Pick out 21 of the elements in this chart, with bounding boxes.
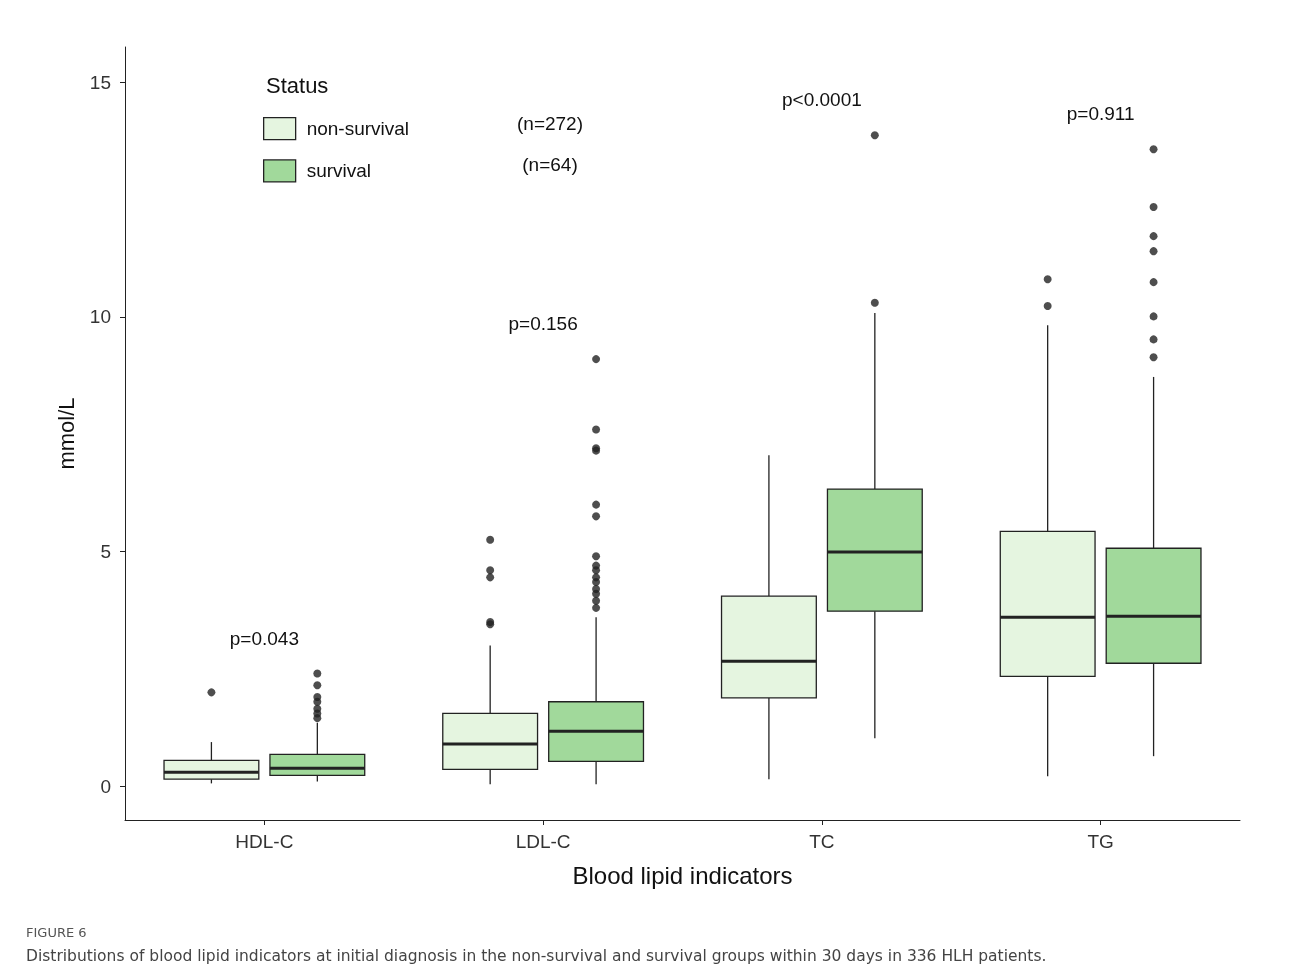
annotation: p=0.043: [229, 627, 299, 649]
legend-title: Status: [266, 72, 329, 98]
legend-label: non-survival: [306, 118, 410, 140]
y-axis-title: mmol/L: [53, 397, 79, 470]
annotation: p=0.911: [1066, 103, 1135, 125]
annotation: (n=64): [522, 153, 578, 175]
annotation: p=0.156: [508, 313, 578, 335]
annotation: (n=272): [516, 112, 584, 134]
x-tick-label: TC: [809, 831, 835, 852]
x-axis-title: Blood lipid indicators: [572, 861, 793, 889]
x-tick-label: LDL-C: [515, 831, 571, 852]
annotation: p<0.0001: [781, 89, 862, 111]
x-tick-label: HDL-C: [235, 831, 294, 852]
caption: FIGURE 6: [26, 925, 87, 940]
x-tick-label: TG: [1087, 831, 1114, 852]
y-tick-label: 5: [100, 541, 111, 563]
y-tick-label: 15: [89, 71, 111, 93]
legend-label: survival: [306, 160, 372, 182]
y-tick-label: 10: [89, 306, 111, 328]
y-tick-label: 0: [100, 775, 111, 797]
text: Distributions of blood lipid indicators at initial diagnosis in the non-survival and survival groups within 30 days in 336 HLH patients.: [26, 947, 1047, 965]
